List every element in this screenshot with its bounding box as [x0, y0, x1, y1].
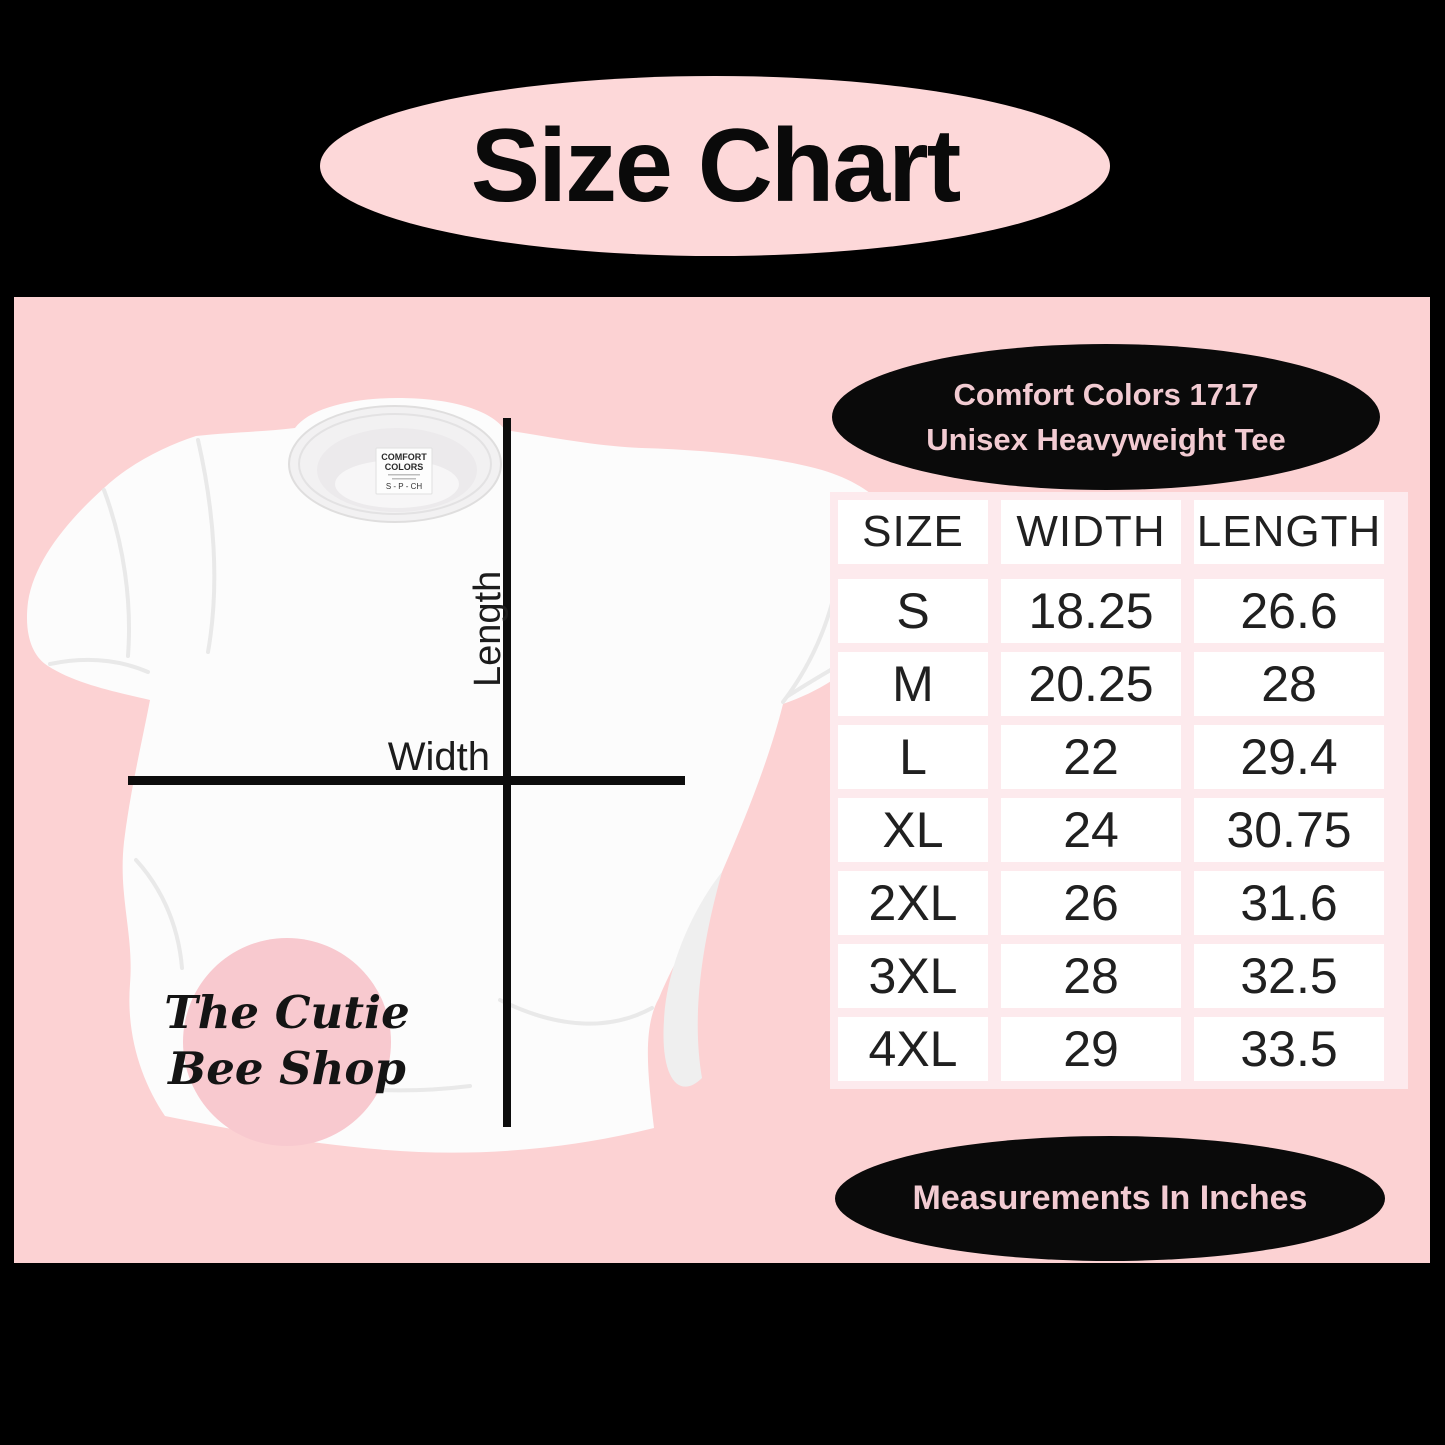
length-cell: 26.6 [1194, 579, 1384, 643]
product-banner: Comfort Colors 1717 Unisex Heavyweight T… [832, 344, 1380, 490]
size-cell: S [838, 579, 988, 643]
length-axis-label: Length [467, 571, 509, 687]
size-cell: XL [838, 798, 988, 862]
neck-tag-fineprint-line [388, 474, 420, 476]
size-table-header: SIZE WIDTH LENGTH [838, 500, 1400, 564]
product-banner-line1: Comfort Colors 1717 [953, 377, 1259, 412]
size-table-body: S 18.25 26.6 M 20.25 28 L 22 29.4 XL 24 … [838, 579, 1400, 1081]
size-cell: M [838, 652, 988, 716]
length-cell: 31.6 [1194, 871, 1384, 935]
width-cell: 28 [1001, 944, 1181, 1008]
width-cell: 29 [1001, 1017, 1181, 1081]
neck-tag-brand-line1: COMFORT [381, 452, 427, 462]
product-banner-line2: Unisex Heavyweight Tee [926, 422, 1286, 457]
tshirt-fold-shading [48, 438, 871, 1093]
size-cell: 3XL [838, 944, 988, 1008]
shop-logo-circle [183, 938, 391, 1146]
footer-banner: Measurements In Inches [835, 1136, 1385, 1261]
shop-logo-line2: Bee Shop [166, 1042, 406, 1095]
footer-banner-text: Measurements In Inches [912, 1179, 1308, 1217]
length-cell: 32.5 [1194, 944, 1384, 1008]
neck-tag-size-text: S - P - CH [386, 482, 423, 491]
width-measure-line [128, 776, 685, 785]
length-measure-line [503, 418, 511, 1127]
size-cell: 4XL [838, 1017, 988, 1081]
column-header-size: SIZE [838, 500, 988, 564]
size-cell: L [838, 725, 988, 789]
width-cell: 20.25 [1001, 652, 1181, 716]
width-cell: 18.25 [1001, 579, 1181, 643]
column-header-width: WIDTH [1001, 500, 1181, 564]
column-header-length: LENGTH [1194, 500, 1384, 564]
width-cell: 22 [1001, 725, 1181, 789]
neck-tag: COMFORT COLORS S - P - CH [375, 447, 433, 495]
size-table: SIZE WIDTH LENGTH S 18.25 26.6 M 20.25 2… [830, 492, 1408, 1089]
length-cell: 33.5 [1194, 1017, 1384, 1081]
title-banner: Size Chart [320, 76, 1110, 256]
neck-tag-fineprint-line [392, 478, 416, 480]
width-cell: 24 [1001, 798, 1181, 862]
shop-logo: The Cutie Bee Shop [164, 938, 410, 1146]
length-cell: 28 [1194, 652, 1384, 716]
width-axis-label: Width [388, 735, 490, 779]
shop-logo-line1: The Cutie [164, 986, 410, 1039]
tshirt-drape-shadow [663, 872, 722, 1087]
page-title: Size Chart [470, 107, 962, 224]
size-cell: 2XL [838, 871, 988, 935]
neck-tag-brand-line2: COLORS [385, 462, 424, 472]
width-cell: 26 [1001, 871, 1181, 935]
collar-seam [298, 413, 492, 515]
length-cell: 30.75 [1194, 798, 1384, 862]
length-cell: 29.4 [1194, 725, 1384, 789]
